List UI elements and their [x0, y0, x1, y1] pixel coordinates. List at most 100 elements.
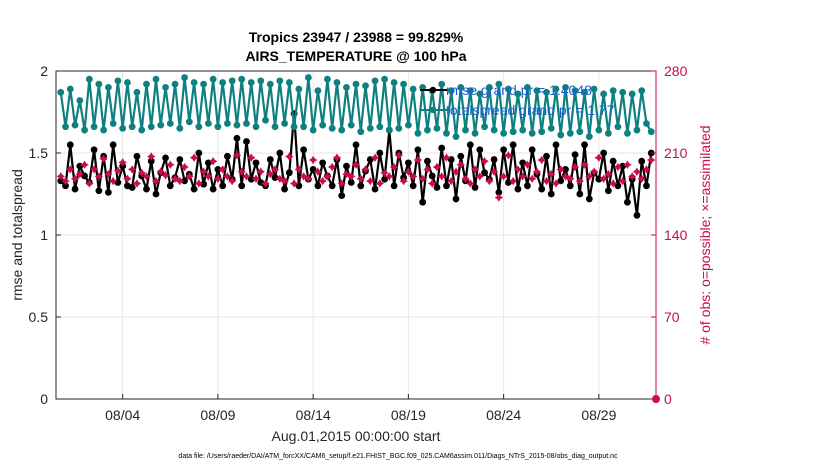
rmse-point: [109, 141, 117, 149]
obs-point: [418, 174, 427, 183]
obs-marker-origin: [652, 395, 660, 403]
rmse-point: [166, 182, 174, 190]
totalspread-point: [209, 75, 217, 83]
totalspread-point: [376, 123, 384, 131]
obs-point: [461, 174, 470, 183]
rmse-point: [633, 211, 641, 219]
totalspread-point: [500, 129, 508, 137]
obs-point: [147, 152, 156, 161]
rmse-point: [343, 162, 350, 170]
rmse-point: [600, 149, 608, 157]
totalspread-point: [504, 85, 512, 93]
rmse-point: [128, 184, 136, 191]
totalspread-point: [147, 123, 155, 131]
totalspread-point: [109, 120, 117, 127]
obs-point: [56, 172, 65, 181]
totalspread-point: [395, 124, 403, 132]
totalspread-point: [266, 80, 274, 88]
obs-point: [185, 172, 194, 181]
rmse-point: [328, 182, 336, 190]
obs-point: [561, 172, 570, 181]
obs-point: [347, 172, 356, 181]
rmse-point: [319, 159, 327, 167]
y-right-tick-label: 210: [664, 145, 688, 161]
totalspread-point: [190, 79, 198, 86]
rmse-point: [352, 141, 360, 149]
obs-point: [351, 160, 361, 169]
totalspread-point: [119, 124, 127, 132]
y-tick-label: 1: [40, 227, 48, 243]
totalspread-point: [519, 126, 527, 134]
obs-point: [285, 152, 294, 161]
totalspread-point: [124, 79, 131, 86]
rmse-point: [419, 198, 427, 206]
totalspread-point: [600, 90, 608, 98]
rmse-point: [538, 185, 546, 193]
totalspread-point: [85, 75, 93, 83]
y-tick-label: 2: [40, 63, 48, 79]
obs-point: [213, 174, 223, 183]
rmse-point: [433, 184, 441, 191]
obs-point: [523, 160, 532, 169]
rmse-point: [190, 185, 198, 193]
rmse-point: [143, 185, 150, 193]
totalspread-point: [557, 131, 565, 139]
rmse-point: [576, 190, 584, 198]
obs-point: [404, 167, 413, 176]
totalspread-point: [200, 80, 208, 88]
totalspread-point: [438, 80, 446, 88]
obs-point: [547, 169, 556, 179]
obs-point: [356, 174, 365, 183]
rmse-point: [233, 134, 241, 142]
totalspread-point: [262, 116, 269, 124]
obs-point: [618, 176, 627, 186]
obs-point: [570, 162, 580, 172]
totalspread-point: [433, 124, 441, 132]
obs-point: [527, 174, 537, 183]
obs-point: [289, 179, 299, 188]
totalspread-point: [585, 133, 593, 141]
obs-point: [423, 165, 432, 174]
rmse-point: [643, 182, 650, 190]
y-right-tick-label: 280: [664, 63, 688, 79]
totalspread-point: [238, 75, 246, 83]
obs-point: [599, 174, 608, 183]
obs-point: [442, 153, 451, 162]
obs-point: [489, 167, 499, 176]
totalspread-point: [638, 87, 646, 95]
totalspread-point: [581, 88, 588, 96]
data-file-footer: data file: /Users/raeder/DAI/ATM_forcXX/…: [178, 453, 618, 460]
totalspread-point: [276, 77, 284, 85]
x-axis: 08/04 08/09 08/14 08/19 08/24 08/29: [105, 394, 617, 423]
rmse-point: [285, 169, 293, 177]
rmse-point: [552, 141, 560, 149]
totalspread-point: [314, 87, 322, 95]
obs-point: [242, 172, 251, 181]
totalspread-point: [214, 123, 222, 131]
rmse-point: [424, 157, 431, 165]
obs-point: [237, 167, 246, 176]
obs-point: [604, 169, 613, 179]
obs-point: [466, 179, 475, 188]
rmse-point: [624, 198, 631, 206]
obs-point: [142, 172, 151, 181]
rmse-point: [195, 149, 203, 157]
obs-point: [494, 193, 504, 202]
totalspread-point: [176, 124, 184, 132]
obs-point: [456, 160, 465, 169]
chart-title: Tropics 23947 / 23988 = 99.829%: [249, 29, 464, 45]
rmse-point: [214, 166, 222, 173]
obs-point: [585, 172, 594, 181]
totalspread-point: [71, 121, 79, 129]
legend-marker-totalspread: [429, 106, 437, 114]
totalspread-point: [195, 123, 203, 131]
rmse-point: [571, 151, 579, 159]
rmse-point: [66, 141, 74, 149]
totalspread-point: [466, 87, 474, 95]
totalspread-point: [152, 75, 160, 83]
totalspread-point: [538, 128, 546, 136]
totalspread-point: [338, 126, 346, 134]
y-tick-label: 0.5: [29, 309, 49, 325]
rmse-point: [257, 179, 265, 186]
rmse-point: [300, 146, 308, 154]
